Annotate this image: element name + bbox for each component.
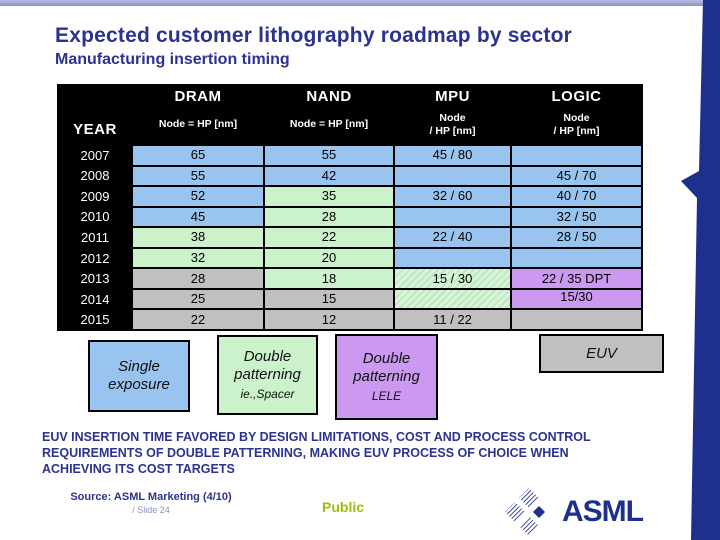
value-cell: 55 xyxy=(265,146,393,165)
footnote-line: ACHIEVING ITS COST TARGETS xyxy=(42,462,235,476)
column-label: LOGIC xyxy=(551,88,602,105)
legend-label: EUV xyxy=(586,344,617,362)
value-cell xyxy=(395,207,510,227)
value-cell xyxy=(512,310,641,329)
year-cell: 2012 xyxy=(59,248,131,268)
footnote-line: EUV INSERTION TIME FAVORED BY DESIGN LIM… xyxy=(42,430,591,444)
column-unit-label: Node = HP [nm] xyxy=(289,118,369,130)
footnote-line: REQUIREMENTS OF DOUBLE PATTERNING, MAKIN… xyxy=(42,446,569,460)
value-cell: 28 xyxy=(265,207,393,227)
value-cell: 38 xyxy=(133,228,263,247)
column-header-nand: NAND Node = HP [nm] xyxy=(265,86,393,144)
value-cell xyxy=(512,146,641,165)
source-text: Source: ASML Marketing (4/10) xyxy=(70,491,232,503)
value-cell: 55 xyxy=(133,166,263,186)
value-cell: 45 / 80 xyxy=(395,146,510,165)
column-label: DRAM xyxy=(174,88,222,105)
value-cell: 11 / 22 xyxy=(395,310,510,329)
value-cell: 45 xyxy=(133,207,263,227)
value-cell: 15 / 30 xyxy=(395,269,510,288)
value-cell: 40 / 70 xyxy=(512,187,641,206)
column-label: NAND xyxy=(306,88,352,105)
value-cell xyxy=(512,248,641,268)
slide-number: / Slide 24 xyxy=(132,505,170,515)
column-unit-label: Node / HP [nm] xyxy=(429,111,476,137)
column-header-logic: LOGIC Node / HP [nm] xyxy=(512,86,641,144)
legend-double-patterning-lele: Double patterning LELE xyxy=(335,334,438,420)
page-title: Expected customer lithography roadmap by… xyxy=(55,24,573,47)
column-label: MPU xyxy=(435,88,470,105)
column-unit-label: Node = HP [nm] xyxy=(158,118,238,130)
classification-label: Public xyxy=(322,499,365,515)
year-cell: 2015 xyxy=(59,310,131,329)
value-cell: 22 xyxy=(265,228,393,247)
value-cell: 12 xyxy=(265,310,393,329)
value-cell: 18 xyxy=(265,269,393,288)
value-cell: 20 xyxy=(265,248,393,268)
year-cell: 2008 xyxy=(59,166,131,186)
value-cell: 35 xyxy=(265,187,393,206)
value-cell: 28 xyxy=(133,269,263,288)
column-header-mpu: MPU Node / HP [nm] xyxy=(395,86,510,144)
value-cell: 15/30 xyxy=(512,290,641,309)
asml-diamond-icon xyxy=(505,488,545,536)
source-block: Source: ASML Marketing (4/10) / Slide 24 xyxy=(46,491,256,515)
legend-sublabel: LELE xyxy=(371,389,402,403)
value-cell xyxy=(395,166,510,186)
legend-euv: EUV xyxy=(539,334,664,373)
value-cell xyxy=(395,289,510,309)
legend-sublabel: ie.,Spacer xyxy=(240,387,295,401)
value-cell: 22 / 40 xyxy=(395,228,510,247)
value-cell: 45 / 70 xyxy=(512,166,641,186)
asml-logo-text: ASML xyxy=(562,495,644,528)
value-cell: 15 xyxy=(265,289,393,309)
column-unit-label: Node / HP [nm] xyxy=(553,111,600,137)
value-cell: 25 xyxy=(133,289,263,309)
year-cell: 2014 xyxy=(59,289,131,309)
legend-double-patterning-spacer: Double patterning ie.,Spacer xyxy=(217,335,318,415)
year-cell: 2013 xyxy=(59,269,131,288)
year-cell: 2009 xyxy=(59,187,131,206)
legend-label: Double patterning xyxy=(234,348,301,383)
roadmap-table: YEAR DRAM Node = HP [nm] NAND Node = HP [nm]… xyxy=(57,84,643,331)
value-cell: 32 / 60 xyxy=(395,187,510,206)
page-subtitle: Manufacturing insertion timing xyxy=(55,51,290,68)
value-cell: 28 / 50 xyxy=(512,228,641,247)
value-cell: 32 xyxy=(133,248,263,268)
year-column-header: YEAR xyxy=(59,86,131,144)
value-cell: 65 xyxy=(133,146,263,165)
year-cell: 2011 xyxy=(59,228,131,247)
year-cell: 2007 xyxy=(59,146,131,165)
value-cell xyxy=(395,248,510,268)
value-cell: 52 xyxy=(133,187,263,206)
asml-logo: ASML xyxy=(503,486,644,538)
column-header-dram: DRAM Node = HP [nm] xyxy=(133,86,263,144)
value-cell: 22 / 35 DPT xyxy=(512,269,641,288)
legend-single-exposure: Single exposure xyxy=(88,340,190,412)
top-accent-bar xyxy=(0,0,720,6)
year-cell: 2010 xyxy=(59,207,131,227)
footnote-text: EUV INSERTION TIME FAVORED BY DESIGN LIM… xyxy=(42,429,702,477)
value-cell: 22 xyxy=(133,310,263,329)
legend-label: Single exposure xyxy=(108,358,170,393)
legend-label: Double patterning xyxy=(353,350,420,385)
value-cell: 42 xyxy=(265,166,393,186)
value-cell: 32 / 50 xyxy=(512,207,641,227)
